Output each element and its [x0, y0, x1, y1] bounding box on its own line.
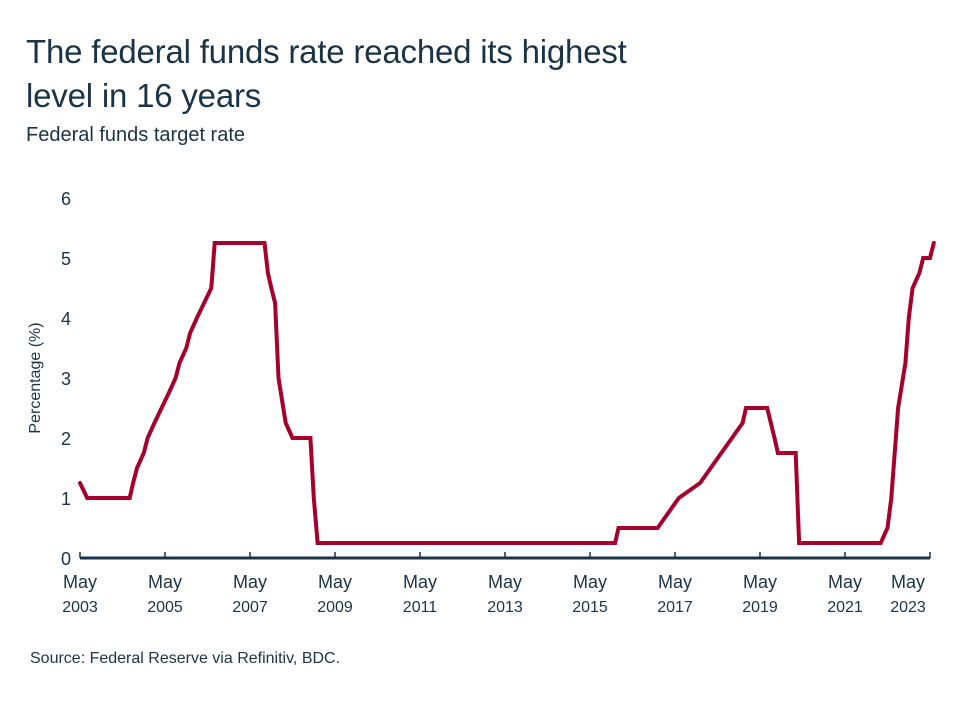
y-tick-label: 2 — [61, 429, 71, 449]
y-tick-label: 5 — [61, 249, 71, 269]
x-tick-label-month: May — [233, 572, 267, 592]
y-axis-tick-labels: 0 1 2 3 4 5 6 — [61, 189, 71, 569]
x-tick-label-month: May — [573, 572, 607, 592]
x-tick-label-month: May — [403, 572, 437, 592]
x-tick-label-year: 2021 — [827, 599, 863, 616]
y-tick-label: 0 — [61, 549, 71, 569]
y-tick-label: 3 — [61, 369, 71, 389]
x-tick-label-year: 2019 — [742, 599, 778, 616]
x-tick-label-month: May — [63, 572, 97, 592]
series-group — [78, 241, 936, 545]
x-tick-label-year: 2013 — [487, 599, 523, 616]
x-tick-label-year: 2017 — [657, 599, 693, 616]
x-tick-label-month: May — [318, 572, 352, 592]
y-tick-label: 4 — [61, 309, 71, 329]
x-tick-label-month: May — [658, 572, 692, 592]
x-tick-label-year: 2009 — [317, 599, 353, 616]
series-line — [78, 241, 936, 545]
x-tick-label-year: 2015 — [572, 599, 608, 616]
x-tick-label-month: May — [148, 572, 182, 592]
x-tick-label-year: 2011 — [403, 599, 438, 616]
chart-title: The federal funds rate reached its highe… — [26, 33, 627, 114]
chart-subtitle: Federal funds target rate — [26, 124, 246, 146]
source-note: Source: Federal Reserve via Refinitiv, B… — [30, 650, 341, 667]
x-tick-label-month: May — [828, 572, 862, 592]
x-tick-label-year: 2007 — [232, 599, 268, 616]
x-tick-label-month: May — [891, 572, 925, 592]
y-tick-label: 1 — [61, 489, 71, 509]
x-axis: May 2003 May 2005 May 2007 May 2009 May 2011 May 20… — [62, 552, 931, 616]
y-tick-label: 6 — [61, 189, 71, 209]
x-tick-label-month: May — [743, 572, 777, 592]
x-tick-label-month: May — [488, 572, 522, 592]
x-tick-label-year: 2005 — [147, 599, 183, 616]
y-axis-title: Percentage (%) — [27, 322, 44, 433]
x-tick-label-year: 2023 — [890, 599, 926, 616]
x-tick-label-year: 2003 — [62, 599, 98, 616]
